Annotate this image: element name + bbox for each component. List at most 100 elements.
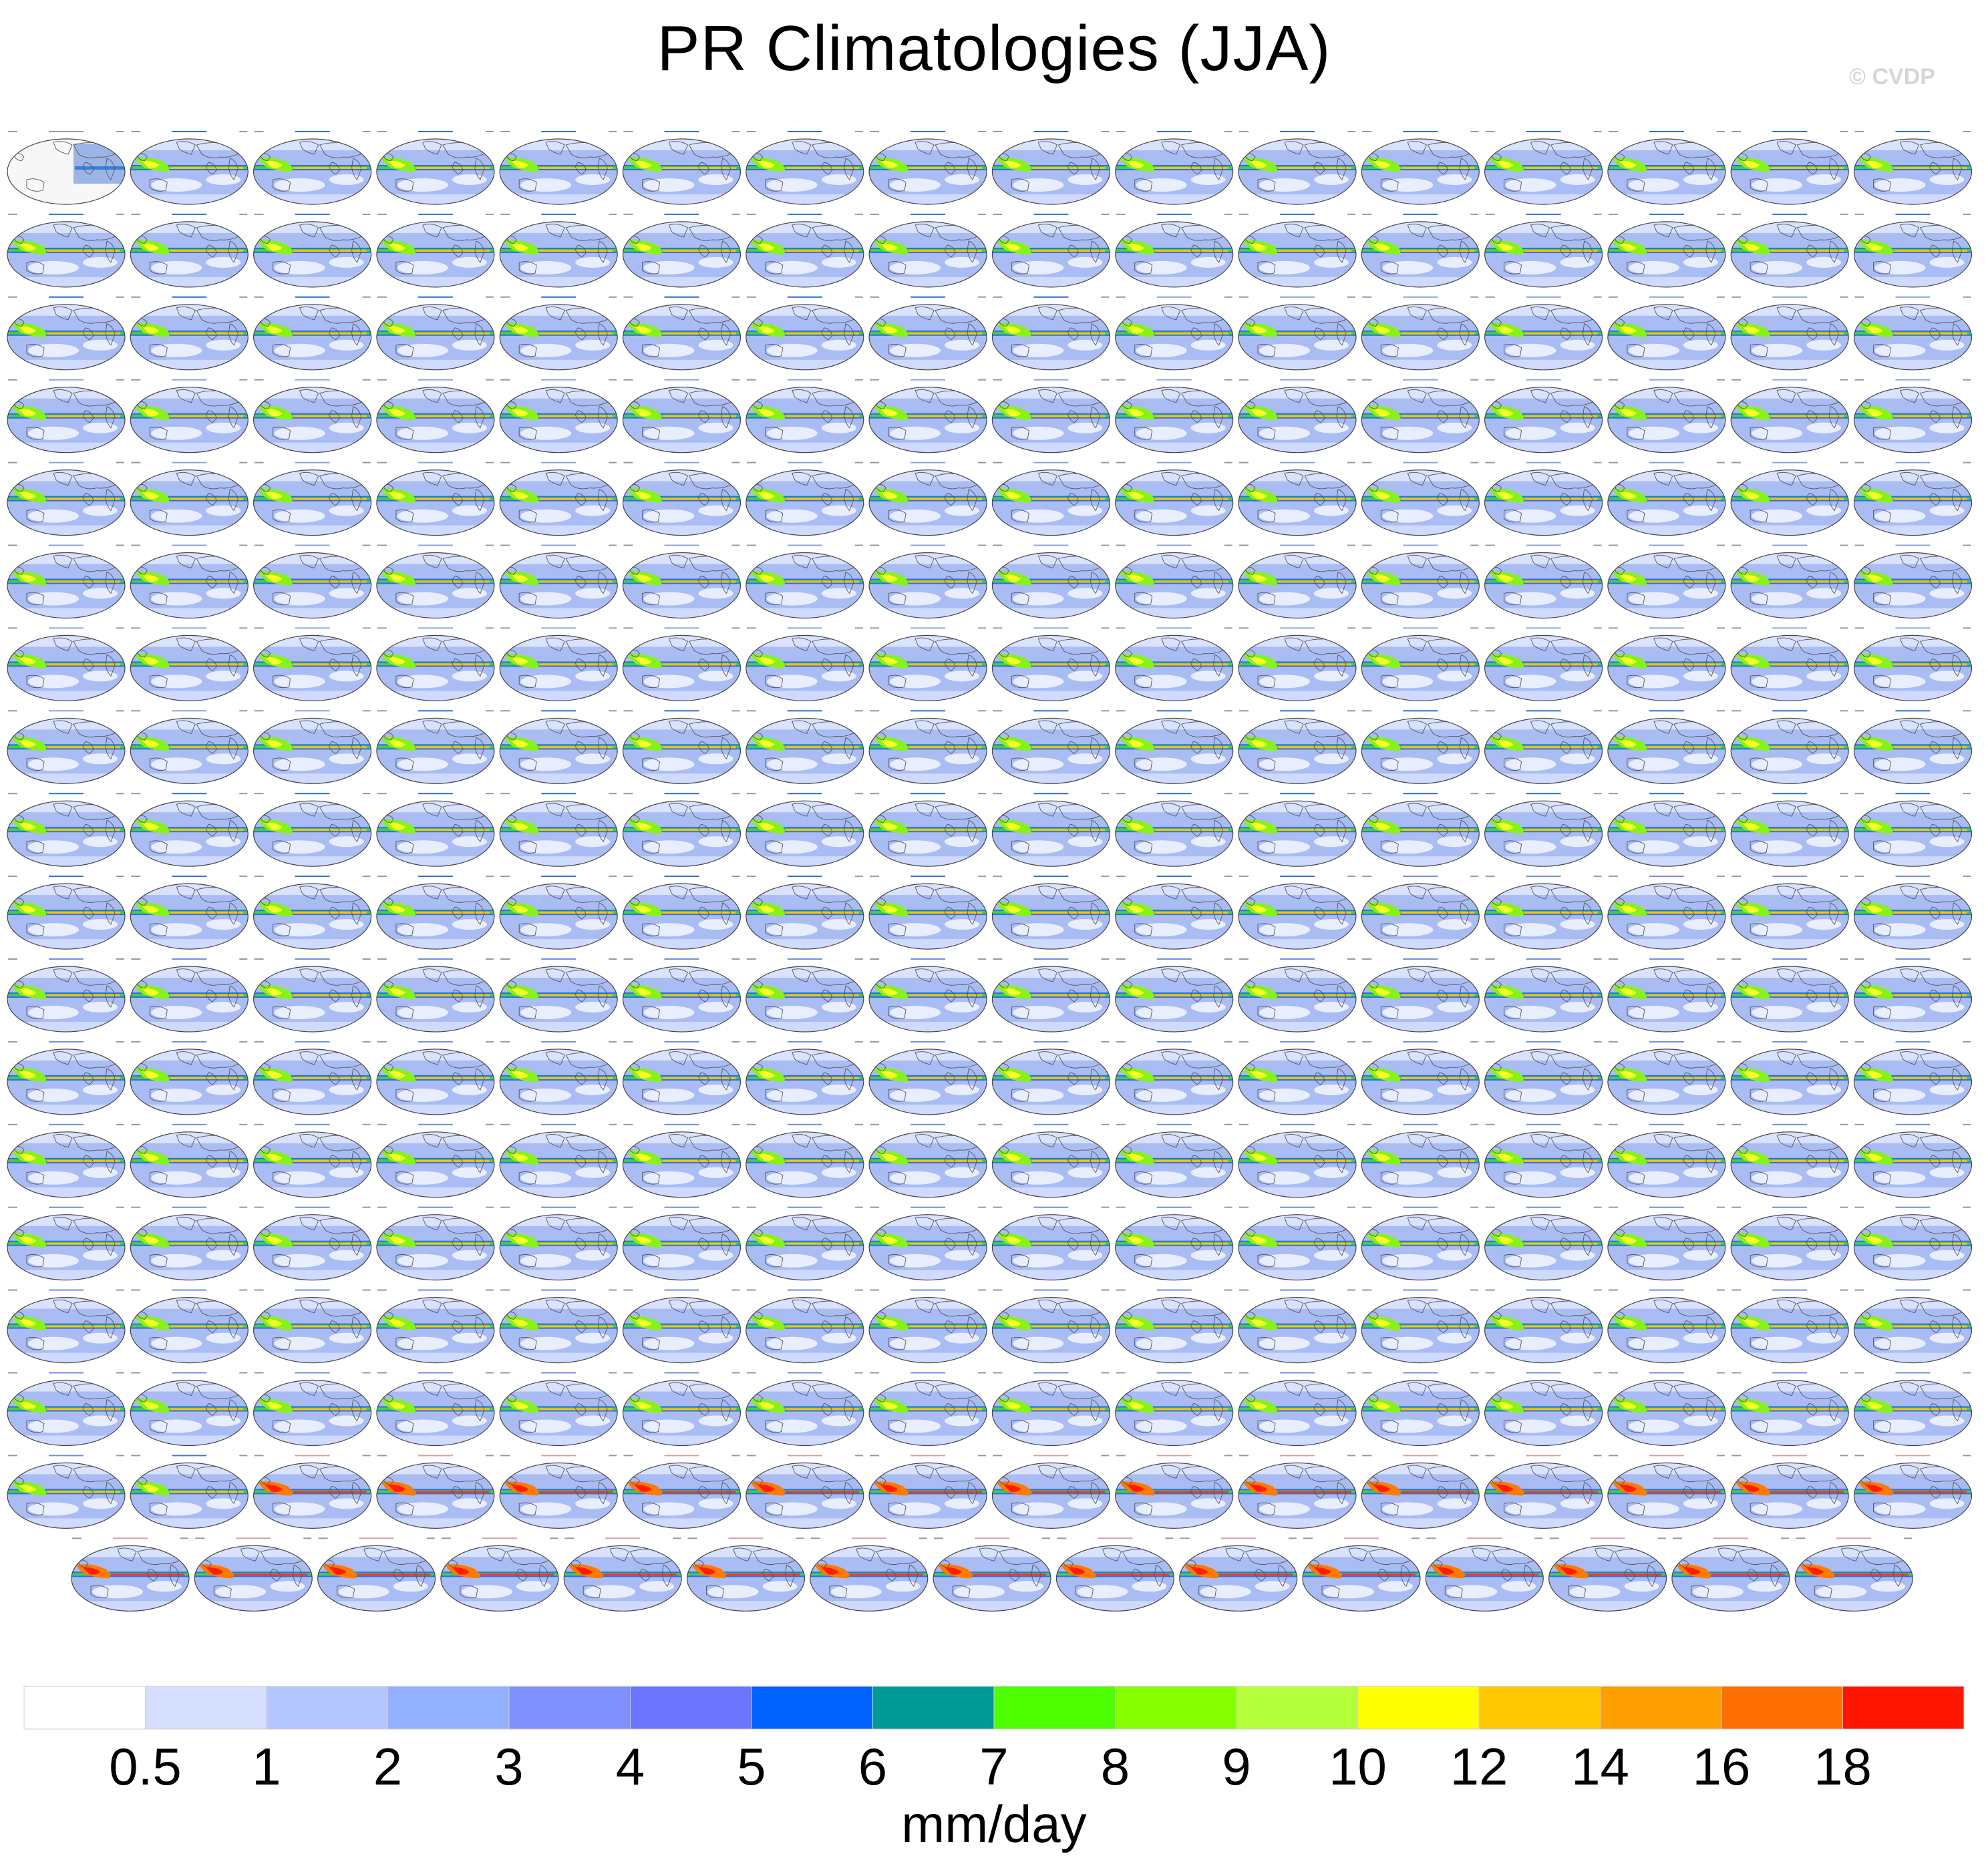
map-panel bbox=[868, 461, 987, 536]
map-panel bbox=[1238, 1123, 1357, 1198]
map-panel bbox=[1238, 1455, 1357, 1529]
map-panel bbox=[1794, 1537, 1913, 1612]
map-panel bbox=[376, 1206, 495, 1281]
colorbar-tick-label: 8 bbox=[1100, 1737, 1130, 1796]
map-panel bbox=[746, 296, 864, 371]
map-panel bbox=[253, 1041, 372, 1115]
map-panel bbox=[746, 379, 864, 453]
colorbar-swatch bbox=[266, 1686, 388, 1730]
colorbar-tick-label: 7 bbox=[979, 1737, 1009, 1796]
map-panel bbox=[1238, 1289, 1357, 1364]
map-panel bbox=[991, 876, 1111, 950]
map-panel bbox=[253, 461, 372, 536]
map-panel bbox=[1238, 876, 1357, 950]
map-panel bbox=[1115, 379, 1234, 453]
map-panel bbox=[1484, 1455, 1603, 1529]
map-panel bbox=[376, 213, 495, 288]
colorbar-tick-label: 10 bbox=[1329, 1737, 1387, 1796]
map-panel bbox=[1361, 461, 1480, 536]
map-panel bbox=[7, 1455, 126, 1529]
map-panel bbox=[622, 793, 741, 867]
map-panel bbox=[868, 296, 987, 371]
map-panel bbox=[499, 544, 618, 619]
map-panel bbox=[1607, 544, 1726, 619]
map-panel bbox=[130, 1455, 248, 1529]
map-panel bbox=[622, 1372, 741, 1447]
map-panel bbox=[253, 876, 372, 950]
map-panel bbox=[1179, 1537, 1298, 1612]
colorbar-swatch bbox=[1721, 1686, 1843, 1730]
map-panel bbox=[1484, 131, 1603, 205]
map-panel bbox=[746, 627, 864, 702]
map-panel bbox=[7, 710, 126, 784]
map-panel bbox=[1115, 544, 1234, 619]
map-panel bbox=[991, 1206, 1111, 1281]
map-panel bbox=[746, 544, 864, 619]
map-panel bbox=[991, 1289, 1111, 1364]
map-panel bbox=[1238, 1206, 1357, 1281]
map-panel bbox=[1361, 958, 1480, 1033]
colorbar-swatch bbox=[1236, 1686, 1358, 1730]
colorbar-tick-label: 5 bbox=[737, 1737, 766, 1796]
map-panel bbox=[376, 627, 495, 702]
colorbar-tick-label: 12 bbox=[1450, 1737, 1508, 1796]
colorbar-swatch bbox=[993, 1686, 1116, 1730]
map-panel bbox=[868, 1455, 987, 1529]
map-panel bbox=[130, 710, 248, 784]
map-panel bbox=[253, 1455, 372, 1529]
map-panel bbox=[1730, 1455, 1849, 1529]
colorbar-swatch bbox=[1842, 1686, 1965, 1730]
map-panel bbox=[71, 1537, 190, 1612]
map-panel bbox=[1425, 1537, 1544, 1612]
map-panel bbox=[1361, 876, 1480, 950]
map-panel bbox=[1484, 1123, 1603, 1198]
map-panel bbox=[991, 793, 1111, 867]
map-panel bbox=[622, 1123, 741, 1198]
map-panel bbox=[1115, 1455, 1234, 1529]
map-panel bbox=[1361, 213, 1480, 288]
map-panel bbox=[7, 296, 126, 371]
map-panel bbox=[1853, 1372, 1973, 1447]
map-panel bbox=[1853, 958, 1973, 1033]
map-panel bbox=[499, 131, 618, 205]
map-panel bbox=[1115, 627, 1234, 702]
map-panel bbox=[1484, 1289, 1603, 1364]
map-panel bbox=[1361, 1289, 1480, 1364]
map-panel bbox=[991, 958, 1111, 1033]
map-panel bbox=[622, 1289, 741, 1364]
map-panel bbox=[1607, 296, 1726, 371]
map-panel bbox=[1484, 1372, 1603, 1447]
map-panel bbox=[376, 1123, 495, 1198]
map-panel bbox=[130, 296, 248, 371]
map-panel bbox=[1361, 1123, 1480, 1198]
map-panel bbox=[1607, 627, 1726, 702]
map-panel bbox=[376, 876, 495, 950]
colorbar-swatch bbox=[1357, 1686, 1480, 1730]
map-panel bbox=[1238, 793, 1357, 867]
map-panel bbox=[1730, 1289, 1849, 1364]
map-panel bbox=[499, 1206, 618, 1281]
map-panel bbox=[1730, 461, 1849, 536]
map-panel bbox=[1548, 1537, 1667, 1612]
map-panel bbox=[1730, 876, 1849, 950]
map-panel bbox=[1361, 1206, 1480, 1281]
map-panel bbox=[1607, 876, 1726, 950]
map-panel bbox=[1361, 710, 1480, 784]
map-panel bbox=[746, 131, 864, 205]
map-panel bbox=[253, 1289, 372, 1364]
map-panel bbox=[1484, 958, 1603, 1033]
map-panel bbox=[376, 1372, 495, 1447]
map-panel bbox=[130, 1372, 248, 1447]
map-panel bbox=[991, 213, 1111, 288]
map-panel bbox=[1238, 379, 1357, 453]
map-panel bbox=[1238, 1372, 1357, 1447]
map-panel bbox=[1607, 1206, 1726, 1281]
map-panel bbox=[1853, 793, 1973, 867]
map-panel bbox=[376, 131, 495, 205]
map-panel bbox=[1115, 793, 1234, 867]
map-panel bbox=[1361, 379, 1480, 453]
map-panel bbox=[1238, 544, 1357, 619]
map-panel bbox=[1238, 710, 1357, 784]
map-panel bbox=[1853, 1123, 1973, 1198]
map-panel bbox=[1607, 1372, 1726, 1447]
